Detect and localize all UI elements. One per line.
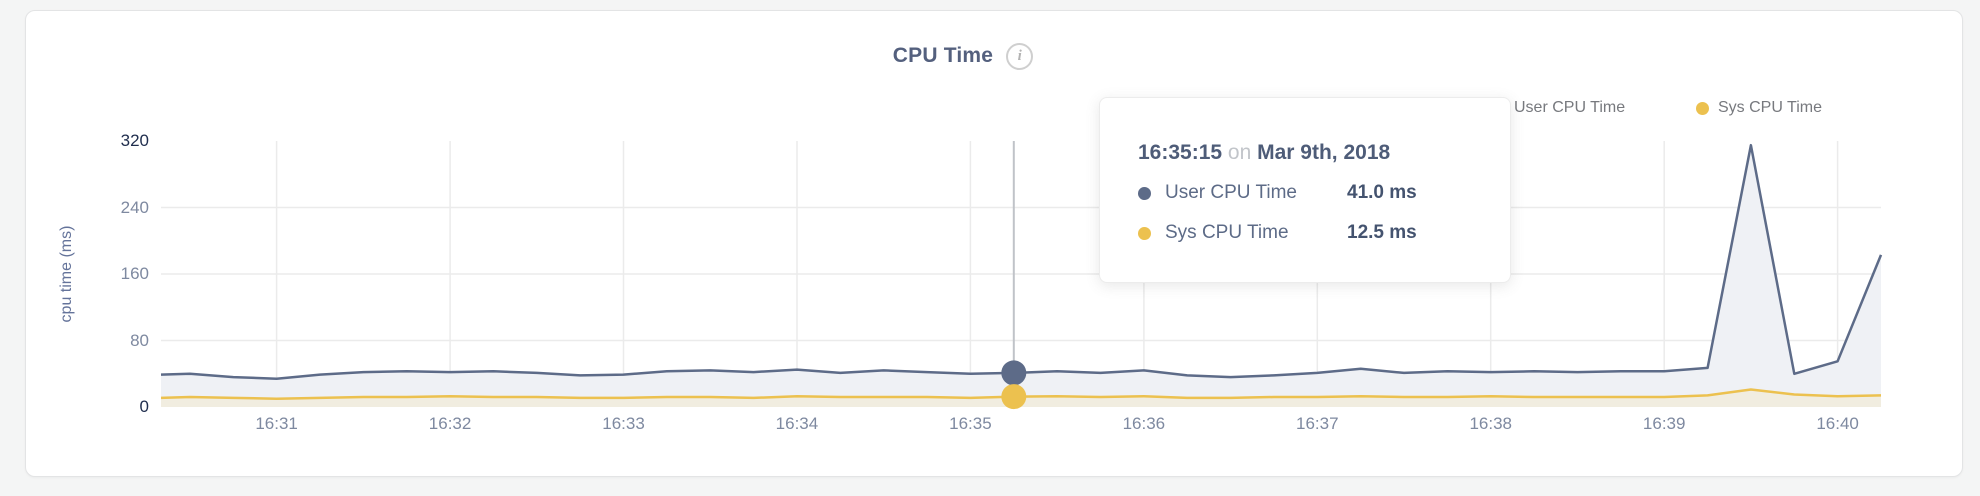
sys-series-legend-dot [1696, 101, 1709, 115]
y-tick-label: 80 [130, 330, 149, 350]
x-tick-label: 16:36 [1122, 414, 1166, 433]
y-tick-label: 160 [120, 264, 149, 283]
sys-series-dot-icon [1138, 226, 1151, 240]
x-tick-label: 16:33 [602, 414, 645, 433]
chart-title: CPU Time [892, 44, 994, 67]
info-icon[interactable]: i [1006, 42, 1034, 70]
x-tick-label: 16:37 [1296, 414, 1339, 433]
chart-header: CPU Time i [26, 41, 1900, 71]
x-tick-label: 16:32 [428, 414, 472, 433]
y-tick-label: 240 [120, 197, 149, 217]
tooltip-date: Mar 9th, 2018 [1257, 141, 1391, 164]
x-tick-label: 16:31 [255, 414, 298, 433]
legend-item-user-cpu-time[interactable]: User CPU Time [1492, 99, 1625, 117]
tooltip-series-value: 41.0 ms [1347, 182, 1417, 203]
chart-card: CPU Time i User CPU Time Sys CPU Time cp… [25, 10, 1963, 477]
tooltip-row-user: User CPU Time 41.0 ms [1138, 180, 1480, 206]
y-tick-label: 320 [120, 131, 149, 150]
hover-marker-sys [1001, 384, 1027, 410]
x-tick-label: 16:38 [1469, 414, 1512, 433]
tooltip-time: 16:35:15 [1138, 141, 1223, 164]
user-series-area [161, 145, 1881, 407]
legend-label: User CPU Time [1514, 99, 1626, 116]
user-series-line [160, 143, 1883, 380]
plot-area[interactable] [160, 141, 1883, 410]
tooltip-row-sys: Sys CPU Time 12.5 ms [1138, 220, 1480, 246]
x-tick-label: 16:35 [949, 414, 992, 433]
tooltip-connector: on [1227, 141, 1252, 164]
tooltip-header: 16:35:15 on Mar 9th, 2018 [1138, 140, 1480, 166]
legend-label: Sys CPU Time [1718, 99, 1823, 116]
x-tick-label: 16:39 [1642, 414, 1686, 433]
x-tick-label: 16:34 [775, 414, 819, 433]
user-series-dot-icon [1138, 186, 1151, 200]
y-tick-label: 0 [139, 397, 149, 416]
tooltip-series-label: User CPU Time [1165, 182, 1297, 203]
tooltip-series-value: 12.5 ms [1347, 222, 1417, 243]
legend-item-sys-cpu-time[interactable]: Sys CPU Time [1696, 99, 1822, 117]
hover-tooltip: 16:35:15 on Mar 9th, 2018 User CPU Time … [1099, 97, 1511, 283]
tooltip-series-label: Sys CPU Time [1165, 222, 1289, 243]
hover-marker-user [1001, 360, 1027, 386]
x-tick-label: 16:40 [1816, 414, 1859, 433]
